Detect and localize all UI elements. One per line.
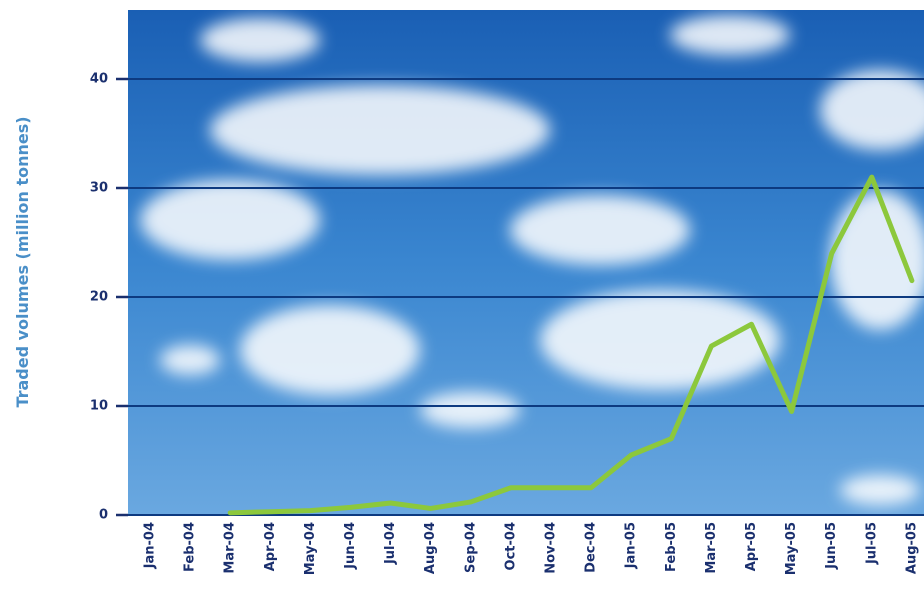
x-tick-label: Sep-04 [463, 522, 478, 573]
x-tick-label: Mar-04 [223, 522, 238, 574]
x-tick-label: Jul-04 [383, 522, 398, 565]
y-tick-label: 0 [99, 508, 108, 523]
x-tick-label: Jan-04 [143, 522, 158, 569]
x-tick-label: Jul-05 [864, 522, 879, 565]
x-tick-label: Oct-04 [503, 522, 518, 570]
x-tick-label: Apr-05 [744, 522, 759, 571]
y-tick-label: 30 [90, 181, 108, 196]
plot-background [128, 10, 924, 515]
x-tick-label: Dec-04 [584, 522, 599, 573]
y-tick-label: 20 [90, 290, 108, 305]
x-tick-label: Aug-05 [904, 522, 919, 574]
x-tick-label: Nov-04 [544, 522, 559, 574]
clouds [140, 15, 924, 505]
x-tick-label: Jun-04 [343, 522, 358, 570]
y-tick-label: 10 [90, 399, 108, 414]
x-tick-label: May-04 [303, 522, 318, 575]
x-tick-label: May-05 [784, 522, 799, 575]
y-axis-label: Traded volumes (million tonnes) [13, 116, 32, 407]
y-tick-label: 40 [90, 72, 108, 87]
x-tick-label: Apr-04 [263, 522, 278, 571]
x-tick-label: Mar-05 [704, 522, 719, 574]
data-line [227, 174, 915, 516]
x-tick-label: Aug-04 [423, 522, 438, 574]
x-tick-label: Feb-05 [664, 522, 679, 572]
x-tick-label: Jan-05 [624, 522, 639, 569]
x-tick-label: Feb-04 [183, 522, 198, 572]
x-tick-label: Jun-05 [824, 522, 839, 570]
